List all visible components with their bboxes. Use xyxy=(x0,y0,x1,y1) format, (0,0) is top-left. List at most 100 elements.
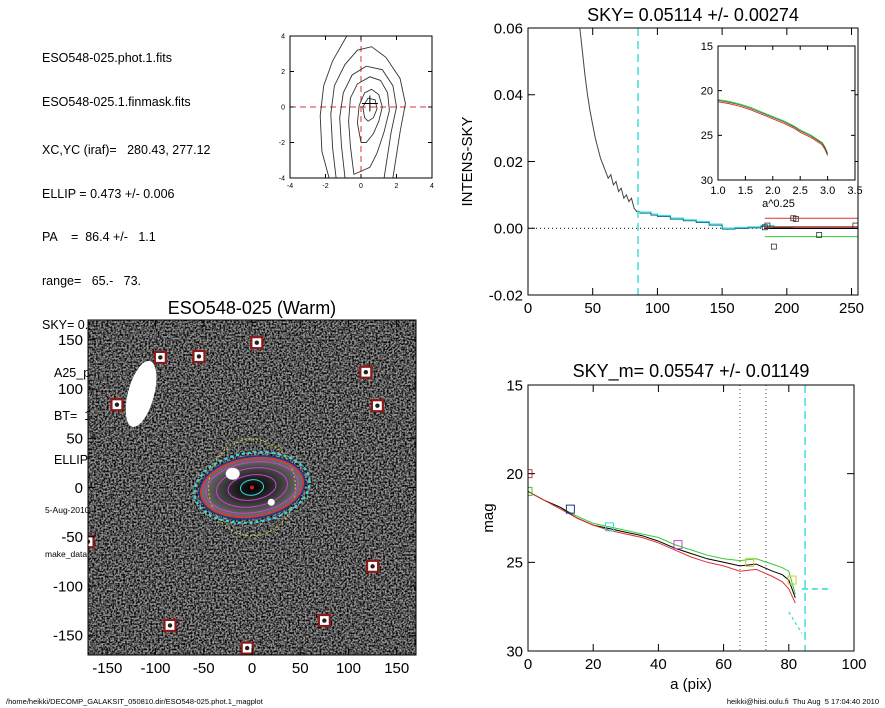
image-xtick-label: 0 xyxy=(248,660,256,677)
image-xtick-label: 50 xyxy=(292,660,309,677)
isophote-ellipse xyxy=(227,474,277,501)
image-ytick-label: 150 xyxy=(58,332,83,349)
masked-star xyxy=(370,564,375,569)
image-ytick-label: -50 xyxy=(61,529,83,546)
inset-ytick-label: 20 xyxy=(701,86,713,98)
inset-ytick-label: 30 xyxy=(701,175,713,187)
inset-xtick-label: 1.0 xyxy=(710,185,725,197)
mag-xtick-label: 40 xyxy=(650,656,667,673)
inset-xtick-label: 3.0 xyxy=(820,185,835,197)
inset-plot-area xyxy=(718,99,829,156)
mag-isophote-marker xyxy=(528,486,533,496)
image-panel: ESO548-025 (Warm) -150 -100 -50 0 50 100 150 -15… xyxy=(53,298,417,677)
foreground-star xyxy=(225,467,240,480)
isophote-ellipse xyxy=(205,461,299,514)
sky-xtick-label: 150 xyxy=(710,300,735,317)
masked-star xyxy=(88,539,91,544)
mag-series-red xyxy=(528,490,796,604)
inset-background xyxy=(718,46,855,180)
mag-isophote-marker xyxy=(787,575,797,585)
image-ytick-label: 100 xyxy=(58,381,83,398)
mag-xtick-label: 100 xyxy=(841,656,866,673)
sky-point xyxy=(770,243,777,250)
galaxy-center xyxy=(250,485,254,490)
masked-star-box xyxy=(88,535,95,549)
masked-star xyxy=(167,623,173,628)
sky-title: SKY= 0.05114 +/- 0.00274 xyxy=(587,5,799,25)
sky-annulus xyxy=(193,451,311,524)
mag-panel: SKY_m= 0.05547 +/- 0.01149 a (pix) mag 0 20 4… xyxy=(480,361,867,693)
mag-ytick-label: 15 xyxy=(506,377,523,394)
sky-point xyxy=(816,232,823,238)
mag-ytick-label: 20 xyxy=(506,466,523,483)
inset-xtick-label: 2.0 xyxy=(765,185,780,197)
sky-ytick-label: 0.02 xyxy=(494,154,523,171)
contour-xtick-label: 2 xyxy=(395,183,399,190)
mag-ytick-label: 25 xyxy=(506,555,523,572)
sky-ytick-label: 0.06 xyxy=(494,20,523,37)
inset-ytick-label: 25 xyxy=(701,130,713,142)
contour-level xyxy=(330,46,406,178)
sky-xtick-label: 200 xyxy=(774,300,799,317)
mag-isophote-marker xyxy=(565,504,575,514)
contour-panel: -4 -2 0 2 4 -4 -2 0 2 4 xyxy=(279,33,434,190)
contour-ytick-label: 0 xyxy=(281,104,285,111)
mag-plot-area xyxy=(528,385,828,651)
sky-step-blue xyxy=(639,212,794,230)
image-ytick-label: -150 xyxy=(53,628,83,645)
contour-level xyxy=(362,97,378,122)
inset-profile-green xyxy=(718,99,829,154)
masked-star xyxy=(114,402,120,407)
mag-isophote-marker xyxy=(745,557,755,567)
mag-title: SKY_m= 0.05547 +/- 0.01149 xyxy=(573,361,810,382)
image-area xyxy=(88,320,416,655)
image-xtick-label: -100 xyxy=(141,660,171,677)
info-file-mask: ESO548-025.1.finmask.fits xyxy=(42,94,191,109)
contour-level xyxy=(356,88,383,143)
image-ytick-label: 50 xyxy=(66,430,83,447)
image-xtick-label: 100 xyxy=(336,660,361,677)
contour-xtick-label: 0 xyxy=(359,183,363,190)
masked-star xyxy=(158,355,163,360)
image-ytick-label: -100 xyxy=(53,578,83,595)
inset-profile-red xyxy=(718,101,829,156)
mag-series-green xyxy=(528,490,796,595)
sky-ytick-label: 0.00 xyxy=(494,221,523,238)
masked-star xyxy=(363,370,369,375)
outer-ellipse xyxy=(208,438,296,537)
image-xtick-label: -50 xyxy=(193,660,215,677)
inset-xtick-label: 2.5 xyxy=(793,185,808,197)
masked-star xyxy=(244,645,250,651)
inset-xlabel: a^0.25 xyxy=(762,198,795,210)
image-title: ESO548-025 (Warm) xyxy=(168,298,336,318)
sky-xtick-label: 0 xyxy=(524,300,532,317)
sky-point xyxy=(792,216,799,222)
contour-ytick-label: -2 xyxy=(279,140,285,147)
sky-plot-area xyxy=(528,28,858,295)
info-pa: PA = 86.4 +/- 1.1 xyxy=(42,230,156,245)
contour-level xyxy=(339,65,397,178)
isophote-ellipse xyxy=(216,467,288,508)
sky-ytick-label: 0.04 xyxy=(494,87,523,104)
masked-region xyxy=(125,360,157,427)
sky-xtick-label: 250 xyxy=(839,300,864,317)
sky-point xyxy=(764,222,771,229)
inset-xtick-label: 3.5 xyxy=(847,185,862,197)
mag-xtick-label: 20 xyxy=(585,656,602,673)
sky-point xyxy=(852,222,858,229)
sky-xtick-label: 100 xyxy=(645,300,670,317)
contour-xtick-label: -2 xyxy=(322,183,328,190)
sky-ytick-label: -0.02 xyxy=(489,287,523,304)
isophote-ellipse xyxy=(198,455,306,520)
mag-frame xyxy=(527,384,855,652)
contour-level xyxy=(319,36,348,178)
footer-path: /home/heikki/DECOMP_GALAKSIT_050810.dir/… xyxy=(6,697,263,706)
sky-profile-line xyxy=(579,28,643,214)
contour-level xyxy=(348,76,390,175)
masked-star xyxy=(322,618,327,623)
sky-panel: SKY= 0.05114 +/- 0.00274 INTENS-SKY 0 50 100… xyxy=(459,5,864,317)
mag-sky-tail xyxy=(788,611,803,634)
image-xtick-label: 150 xyxy=(384,660,409,677)
info-ellip: ELLIP = 0.473 +/- 0.006 xyxy=(42,186,175,201)
